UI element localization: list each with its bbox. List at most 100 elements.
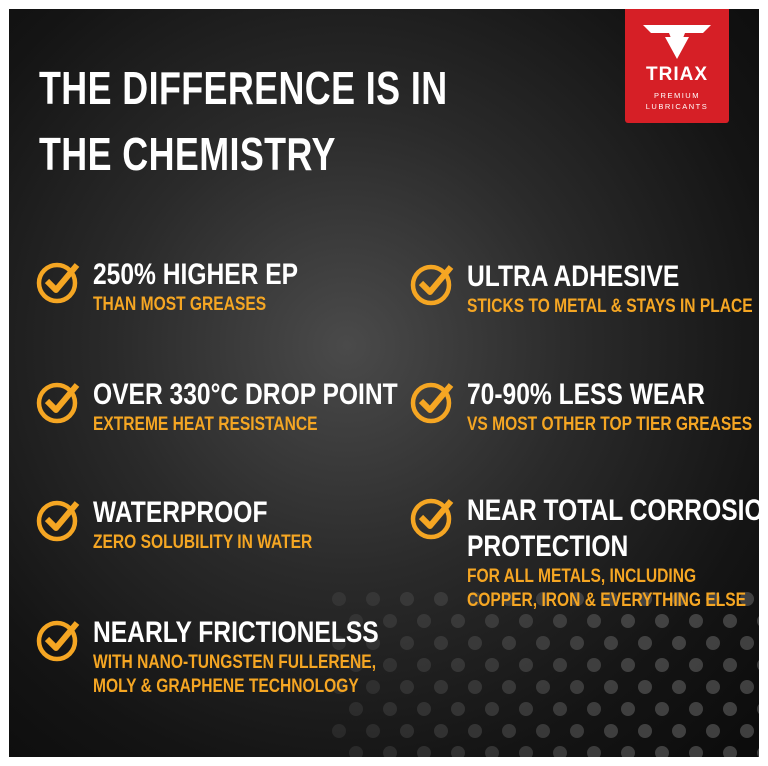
feature-detail: ZERO SOLUBILITY IN WATER	[93, 532, 313, 553]
molecule-node	[621, 702, 635, 716]
molecule-node	[655, 614, 669, 628]
molecule-node	[366, 592, 380, 606]
molecule-node	[553, 614, 567, 628]
molecule-node	[349, 702, 363, 716]
molecule-node	[570, 636, 584, 650]
molecule-node	[417, 614, 431, 628]
molecule-node	[400, 724, 414, 738]
molecule-node	[417, 746, 431, 757]
molecule-node	[723, 746, 737, 757]
molecule-node	[672, 592, 686, 606]
molecule-node	[536, 724, 550, 738]
molecule-node	[383, 614, 397, 628]
molecule-node	[689, 702, 703, 716]
molecule-node	[638, 724, 652, 738]
feature-title: 70-90% LESS WEAR	[467, 378, 705, 411]
logo-mark	[643, 25, 711, 59]
molecule-node	[655, 658, 669, 672]
molecule-node	[400, 636, 414, 650]
molecule-node	[485, 614, 499, 628]
molecule-node	[451, 746, 465, 757]
molecule-node	[519, 614, 533, 628]
feature-detail: THAN MOST GREASES	[93, 294, 267, 315]
molecule-node	[349, 614, 363, 628]
feature-detail: COPPER, IRON & EVERYTHING ELSE	[467, 590, 747, 611]
panel: THE DIFFERENCE IS IN THE CHEMISTRY TRIAX…	[9, 9, 759, 757]
molecule-node	[638, 592, 652, 606]
molecule-node	[485, 658, 499, 672]
feature-detail: VS MOST OTHER TOP TIER GREASES	[467, 414, 753, 435]
molecule-node	[604, 680, 618, 694]
molecule-node	[706, 636, 720, 650]
molecule-node	[740, 592, 754, 606]
feature-text: WATERPROOF ZERO SOLUBILITY IN WATER	[93, 495, 312, 555]
molecule-node	[366, 680, 380, 694]
molecule-node	[451, 614, 465, 628]
molecule-node	[570, 592, 584, 606]
molecule-node	[553, 658, 567, 672]
feature-detail: EXTREME HEAT RESISTANCE	[93, 414, 318, 435]
molecule-node	[485, 746, 499, 757]
feature-detail: FOR ALL METALS, INCLUDING	[467, 566, 697, 587]
molecule-node	[434, 724, 448, 738]
feature-detail: STICKS TO METAL & STAYS IN PLACE	[467, 296, 753, 317]
feature-text: ULTRA ADHESIVE STICKS TO METAL & STAYS IN…	[467, 259, 753, 319]
molecule-node	[757, 660, 759, 670]
molecule-node	[400, 592, 414, 606]
molecule-node	[638, 680, 652, 694]
molecule-node	[434, 680, 448, 694]
feature-title: PROTECTION	[467, 530, 629, 563]
molecule-node	[604, 636, 618, 650]
feature-title: OVER 330°C DROP POINT	[93, 378, 398, 411]
molecule-node	[519, 746, 533, 757]
molecule-node	[349, 658, 363, 672]
molecule-node	[587, 702, 601, 716]
molecule-node	[689, 658, 703, 672]
feature-title: NEAR TOTAL CORROSION	[467, 494, 759, 527]
molecule-node	[723, 614, 737, 628]
molecule-node	[451, 702, 465, 716]
molecule-node	[587, 746, 601, 757]
molecule-node	[536, 592, 550, 606]
molecule-node	[468, 592, 482, 606]
molecule-node	[587, 658, 601, 672]
molecule-node	[587, 614, 601, 628]
check-icon	[36, 620, 80, 662]
molecule-background	[332, 592, 759, 757]
molecule-node	[349, 746, 363, 757]
molecule-node	[553, 746, 567, 757]
molecule-node	[723, 658, 737, 672]
molecule-node	[417, 658, 431, 672]
molecule-node	[655, 746, 669, 757]
check-icon	[410, 264, 454, 306]
molecule-node	[706, 724, 720, 738]
molecule-node	[740, 636, 754, 650]
molecule-node	[604, 592, 618, 606]
feature-title: NEARLY FRICTIONELSS	[93, 616, 379, 649]
feature-title: ULTRA ADHESIVE	[467, 260, 680, 293]
molecule-node	[689, 746, 703, 757]
molecule-node	[383, 746, 397, 757]
molecule-node	[434, 636, 448, 650]
molecule-node	[604, 724, 618, 738]
molecule-node	[757, 616, 759, 626]
molecule-node	[536, 680, 550, 694]
molecule-node	[468, 636, 482, 650]
molecule-node	[502, 724, 516, 738]
feature-text: NEARLY FRICTIONELSS WITH NANO-TUNGSTEN FU…	[93, 615, 379, 699]
molecule-node	[672, 680, 686, 694]
feature-text: OVER 330°C DROP POINT EXTREME HEAT RESIST…	[93, 377, 398, 437]
molecule-node	[332, 636, 346, 650]
feature-detail: MOLY & GRAPHENE TECHNOLOGY	[93, 676, 359, 697]
feature-text: NEAR TOTAL CORROSION PROTECTION FOR ALL ME…	[467, 493, 759, 613]
molecule-node	[706, 680, 720, 694]
molecule-node	[502, 636, 516, 650]
molecule-node	[366, 636, 380, 650]
molecule-node	[570, 724, 584, 738]
molecule-node	[400, 680, 414, 694]
molecule-node	[706, 592, 720, 606]
molecule-node	[689, 614, 703, 628]
molecule-node	[638, 636, 652, 650]
logo-brand: TRIAX	[646, 64, 708, 85]
logo-tagline: PREMIUM	[654, 91, 700, 100]
